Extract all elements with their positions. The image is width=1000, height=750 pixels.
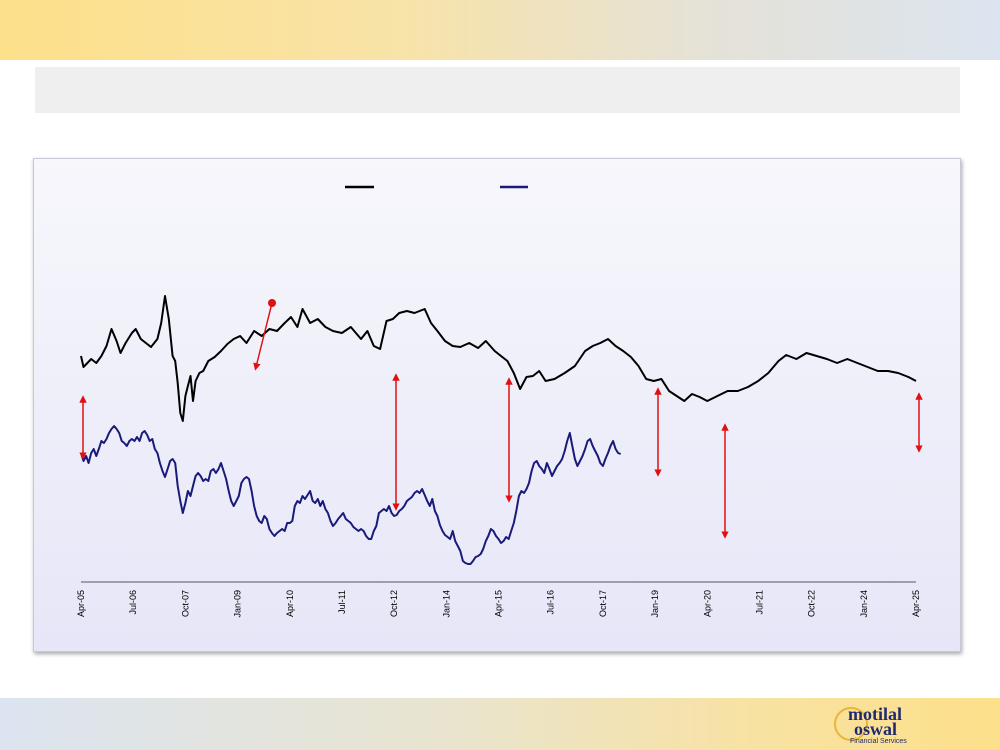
annotations-layer bbox=[79, 299, 923, 539]
company-logo: motilal oswal Financial Services bbox=[832, 703, 917, 747]
x-tick-label: Apr-10 bbox=[285, 590, 295, 617]
logo-line2: oswal bbox=[854, 719, 898, 739]
x-tick-label: Apr-25 bbox=[911, 590, 921, 617]
bottom-banner bbox=[0, 698, 1000, 750]
x-axis: Apr-05 Jul-06 Oct-07 Jan-09 Apr-10 Jul-11 Oct-… bbox=[76, 581, 921, 618]
x-tick-label: Jul-11 bbox=[337, 590, 347, 614]
x-tick-label: Jul-16 bbox=[546, 590, 556, 615]
x-tick-label: Jul-06 bbox=[128, 590, 138, 615]
x-tick-label: Apr-20 bbox=[702, 590, 712, 617]
chart-panel: Apr-05 Jul-06 Oct-07 Jan-09 Apr-10 Jul-11 Oct-… bbox=[33, 158, 961, 652]
x-tick-label: Jan-09 bbox=[233, 590, 243, 618]
pointer-dot bbox=[268, 299, 276, 307]
logo-ring-icon bbox=[834, 707, 868, 741]
logo-line1: motilal bbox=[848, 704, 902, 724]
series-layer bbox=[80, 295, 917, 565]
x-tick-label: Oct-12 bbox=[389, 590, 399, 617]
x-tick-label: Apr-05 bbox=[76, 590, 86, 617]
line-chart: Apr-05 Jul-06 Oct-07 Jan-09 Apr-10 Jul-11 Oct-… bbox=[76, 185, 923, 618]
pointer-arrow bbox=[253, 302, 273, 371]
x-tick-label: Jul-21 bbox=[754, 590, 764, 615]
top-banner bbox=[0, 0, 1000, 60]
x-tick-label: Jan-19 bbox=[650, 590, 660, 618]
x-tick-label: Oct-17 bbox=[598, 590, 608, 617]
slide-title-bar bbox=[35, 67, 960, 113]
logo-tagline: Financial Services bbox=[850, 738, 907, 745]
series-line-1 bbox=[80, 295, 917, 422]
series-line-2 bbox=[80, 425, 622, 565]
x-tick-label: Jan-24 bbox=[859, 590, 869, 618]
x-tick-label: Jan-14 bbox=[441, 590, 451, 618]
x-tick-label: Apr-15 bbox=[494, 590, 504, 617]
x-tick-label: Oct-07 bbox=[180, 590, 190, 617]
x-tick-label: Oct-22 bbox=[807, 590, 817, 617]
